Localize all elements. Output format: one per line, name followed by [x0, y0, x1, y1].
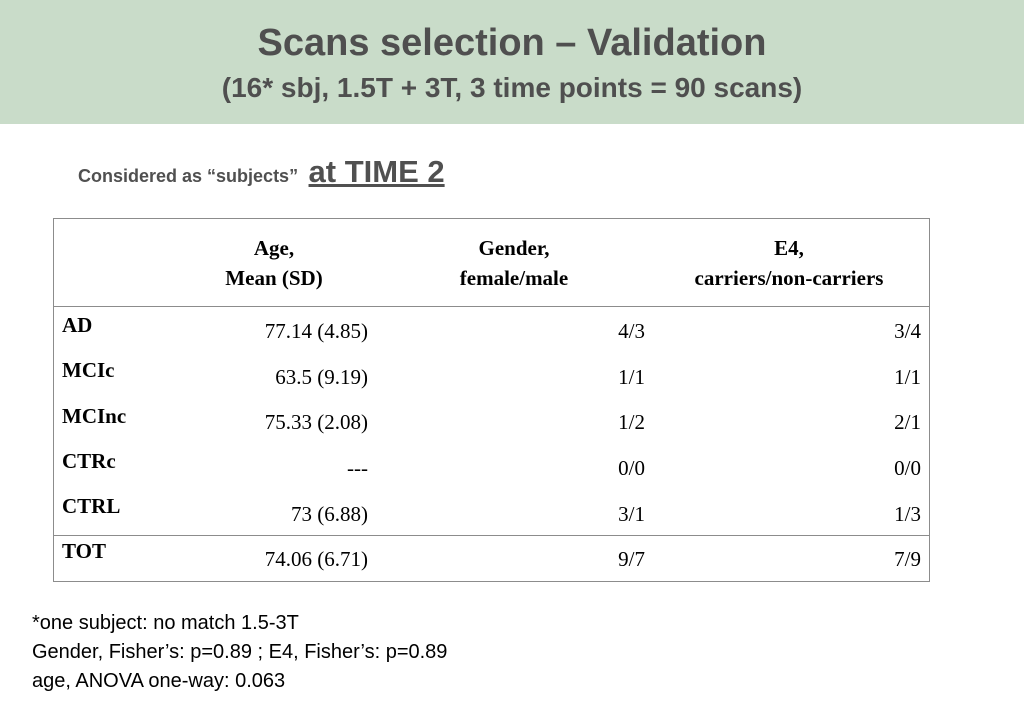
e4-cell: 1/3 — [894, 502, 921, 526]
footnotes: *one subject: no match 1.5-3T Gender, Fi… — [32, 609, 447, 696]
footnote: age, ANOVA one-way: 0.063 — [32, 670, 286, 692]
column-header-e4: E4, carriers/non-carriers — [659, 233, 919, 293]
age-cell: 77.14 (4.85) — [264, 319, 368, 343]
title-banner: Scans selection – Validation (16* sbj, 1… — [0, 0, 1024, 124]
footnote: *one subject: no match 1.5-3T — [32, 612, 299, 634]
e4-cell: 2/1 — [894, 410, 921, 434]
row-group: AD — [62, 313, 93, 337]
slide-title: Scans selection – Validation — [257, 22, 767, 64]
row-group: CTRc — [62, 449, 116, 473]
column-header-line: Gender, — [478, 236, 550, 260]
column-header-line: E4, — [774, 236, 804, 260]
age-cell: 75.33 (2.08) — [264, 410, 368, 434]
column-header-age: Age, Mean (SD) — [174, 233, 374, 293]
column-header-line: Mean (SD) — [225, 266, 323, 290]
age-cell: 73 (6.88) — [291, 502, 368, 526]
results-table: Age, Mean (SD) Gender, female/male E4, c… — [53, 218, 930, 582]
slide-subtitle: (16* sbj, 1.5T + 3T, 3 time points = 90 … — [221, 72, 803, 103]
gender-cell: 1/2 — [618, 410, 645, 434]
footnote: Gender, Fisher’s: p=0.89 ; E4, Fisher’s:… — [32, 641, 448, 663]
e4-cell: 0/0 — [894, 456, 921, 480]
e4-cell: 3/4 — [894, 319, 921, 343]
e4-cell: 1/1 — [894, 365, 921, 389]
row-group: CTRL — [62, 494, 121, 518]
gender-cell: 1/1 — [618, 365, 645, 389]
column-header-line: female/male — [459, 266, 569, 290]
gender-cell: 9/7 — [618, 547, 645, 571]
row-group: MCInc — [62, 404, 127, 428]
age-cell: --- — [347, 456, 368, 480]
e4-cell: 7/9 — [894, 547, 921, 571]
considered-label: Considered as “subjects” — [78, 166, 299, 186]
row-group: TOT — [62, 539, 106, 563]
gender-cell: 3/1 — [618, 502, 645, 526]
age-cell: 63.5 (9.19) — [275, 365, 368, 389]
gender-cell: 0/0 — [618, 456, 645, 480]
column-header-line: carriers/non-carriers — [694, 266, 884, 290]
row-group: MCIc — [62, 358, 115, 382]
considered-line: Considered as “subjects” at TIME 2 — [78, 154, 445, 190]
gender-cell: 4/3 — [618, 319, 645, 343]
column-header-gender: Gender, female/male — [414, 233, 614, 293]
column-header-line: Age, — [253, 236, 295, 260]
total-divider — [54, 535, 929, 536]
time-label: at TIME 2 — [308, 154, 445, 189]
header-divider — [54, 306, 929, 307]
age-cell: 74.06 (6.71) — [264, 547, 368, 571]
